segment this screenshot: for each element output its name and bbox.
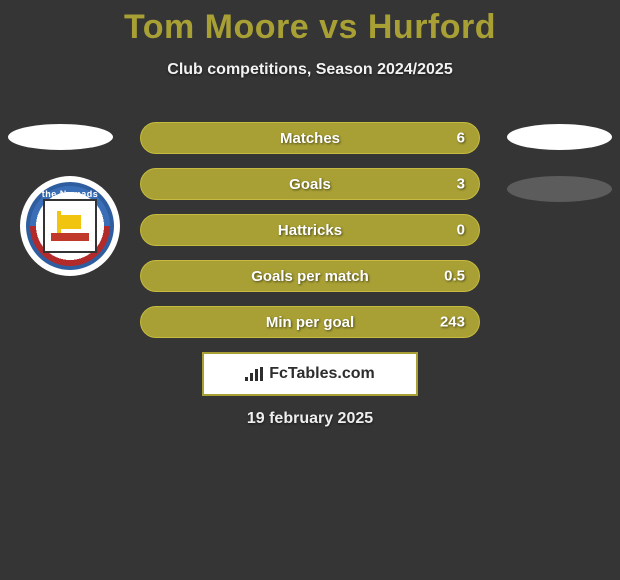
bar-value: 0.5: [444, 268, 465, 285]
bar-value: 6: [457, 130, 465, 147]
bar-label: Min per goal: [266, 314, 354, 331]
bar-goals-per-match: Goals per match 0.5: [140, 260, 480, 292]
bar-label: Matches: [280, 130, 340, 147]
bar-hattricks: Hattricks 0: [140, 214, 480, 246]
left-ellipse: [8, 124, 113, 150]
stats-bars: Matches 6 Goals 3 Hattricks 0 Goals per …: [140, 122, 480, 352]
bar-label: Hattricks: [278, 222, 342, 239]
right-ellipse-2: [507, 176, 612, 202]
right-ellipse-1: [507, 124, 612, 150]
club-badge: the Nomads: [20, 176, 120, 276]
site-badge[interactable]: FcTables.com: [202, 352, 418, 396]
page-title: Tom Moore vs Hurford: [0, 0, 620, 47]
bar-min-per-goal: Min per goal 243: [140, 306, 480, 338]
club-badge-text: the Nomads: [30, 189, 110, 199]
bar-value: 243: [440, 314, 465, 331]
bar-matches: Matches 6: [140, 122, 480, 154]
bar-chart-icon: [245, 367, 263, 381]
subtitle: Club competitions, Season 2024/2025: [0, 61, 620, 79]
bar-value: 3: [457, 176, 465, 193]
date-text: 19 february 2025: [0, 410, 620, 428]
bar-value: 0: [457, 222, 465, 239]
bar-label: Goals per match: [251, 268, 369, 285]
site-name: FcTables.com: [269, 365, 375, 383]
bar-label: Goals: [289, 176, 331, 193]
boat-icon: [51, 211, 89, 241]
bar-goals: Goals 3: [140, 168, 480, 200]
